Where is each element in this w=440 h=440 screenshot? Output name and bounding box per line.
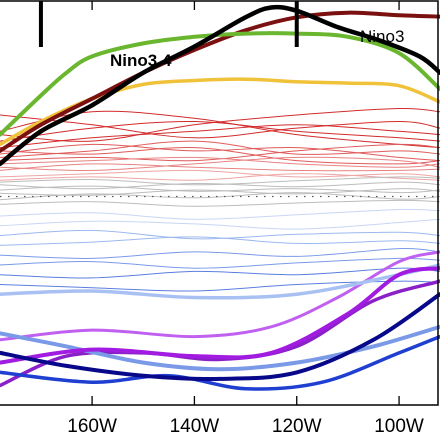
x-tick-label-4: 100W: [374, 416, 424, 437]
series-line-33: [0, 324, 440, 372]
series-line-0: [0, 4, 440, 167]
series-line-6: [0, 114, 440, 139]
series-line-12: [0, 146, 440, 165]
series-line-22: [0, 199, 440, 207]
series-line-13: [0, 156, 440, 168]
series-line-28: [0, 248, 440, 259]
series-line-29: [0, 257, 440, 269]
plot-frame: [0, 0, 439, 406]
series-line-15: [0, 163, 440, 172]
series-line-7: [0, 124, 440, 149]
series-line-35: [0, 279, 440, 388]
series-line-1: [0, 10, 440, 153]
series-line-30: [0, 267, 440, 279]
series-line-10: [0, 140, 440, 158]
series-line-24: [0, 208, 440, 220]
series-line-14: [0, 156, 440, 171]
annotation-nino34-label: Nino3.4: [110, 51, 172, 70]
x-tick-label-1: 160W: [67, 416, 117, 437]
series-line-27: [0, 236, 440, 246]
series-line-8: [0, 107, 440, 142]
series-line-11: [0, 143, 440, 162]
series-line-17: [0, 173, 440, 181]
series-line-2: [0, 31, 440, 137]
series-line-16: [0, 169, 440, 178]
series-line-23: [0, 176, 440, 186]
series-line-26: [0, 229, 440, 240]
series-line-21: [0, 192, 440, 201]
series-line-34: [0, 266, 440, 365]
annotation-nino3-label: Nino3: [360, 27, 404, 46]
series-line-38: [0, 250, 440, 342]
series-line-9: [0, 143, 440, 162]
series-line-25: [0, 218, 440, 230]
series-line-5: [0, 120, 440, 142]
series-line-31: [0, 280, 440, 292]
series-line-36: [0, 292, 440, 382]
x-axis-ticks: [91, 1, 400, 405]
x-axis-tick-labels: E160W140W120W100W: [67, 416, 424, 437]
series-line-18: [0, 181, 440, 190]
series-line-20: [0, 188, 440, 196]
series-lines: [0, 4, 440, 391]
x-tick-label-3: 120W: [272, 416, 322, 437]
x-tick-label-2: 140W: [170, 416, 220, 437]
series-line-37: [0, 334, 440, 391]
series-line-19: [0, 185, 440, 194]
